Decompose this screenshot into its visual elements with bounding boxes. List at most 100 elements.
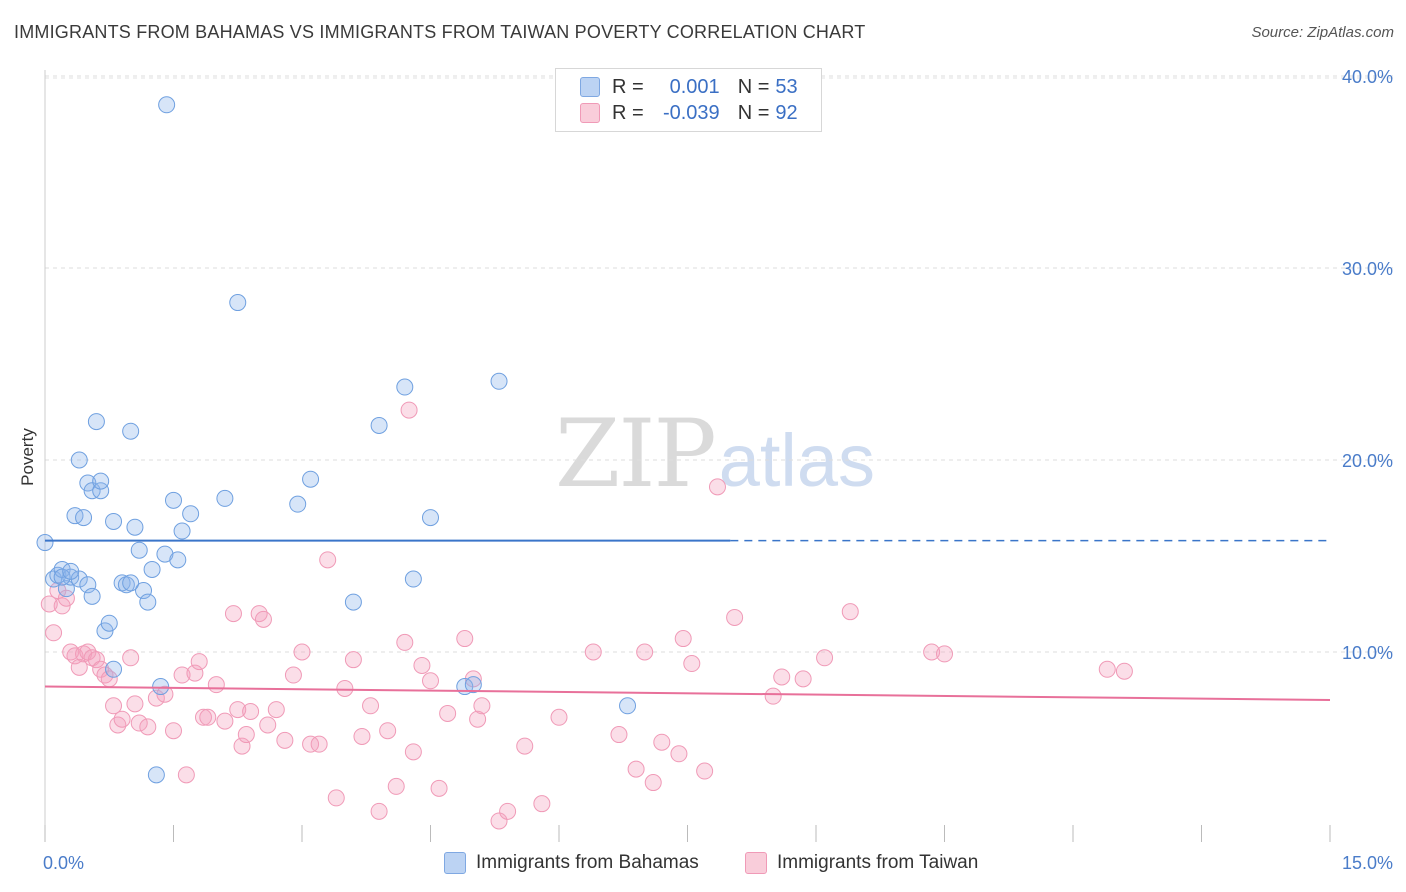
point-bahamas (83, 587, 101, 605)
legend-row-taiwan: R = -0.039 N = 92 (580, 101, 798, 125)
point-taiwan (177, 766, 195, 784)
point-taiwan (816, 649, 834, 667)
point-taiwan (653, 733, 671, 751)
point-taiwan (254, 610, 272, 628)
point-bahamas (139, 593, 157, 611)
point-bahamas (83, 482, 101, 500)
point-taiwan (674, 630, 692, 648)
point-bahamas (87, 413, 105, 431)
y-tick-label: 20.0% (1342, 451, 1393, 471)
point-taiwan (726, 608, 744, 626)
point-taiwan (207, 676, 225, 694)
point-taiwan (841, 603, 859, 621)
point-taiwan (327, 789, 345, 807)
point-bahamas (92, 482, 110, 500)
point-taiwan (683, 655, 701, 673)
point-bahamas (165, 491, 182, 509)
point-taiwan (156, 685, 174, 703)
point-taiwan (550, 708, 568, 726)
series-swatch-bahamas (444, 852, 466, 874)
point-taiwan (696, 762, 714, 780)
point-bahamas (344, 593, 362, 611)
point-bahamas (126, 518, 144, 536)
point-bahamas (62, 568, 80, 586)
correlation-legend: R = 0.001 N = 53 R = -0.039 N = 92 (555, 68, 822, 132)
point-taiwan (387, 777, 405, 795)
point-bahamas (464, 676, 482, 694)
point-bahamas (169, 551, 187, 569)
legend-swatch-taiwan (580, 103, 600, 123)
point-taiwan (456, 630, 474, 648)
point-taiwan (499, 802, 517, 820)
point-bahamas (147, 766, 165, 784)
x-tick-label: 15.0% (1342, 853, 1393, 873)
point-taiwan (627, 760, 645, 778)
point-taiwan (310, 735, 328, 753)
point-taiwan (302, 735, 320, 753)
y-tick-label: 30.0% (1342, 259, 1393, 279)
point-taiwan (45, 624, 63, 642)
point-taiwan (1115, 662, 1133, 680)
legend-row-bahamas: R = 0.001 N = 53 (580, 75, 798, 99)
point-bahamas (79, 474, 97, 492)
point-taiwan (53, 597, 71, 615)
point-taiwan (199, 708, 217, 726)
point-taiwan (404, 743, 422, 761)
point-taiwan (469, 710, 487, 728)
point-taiwan (216, 712, 234, 730)
point-bahamas (289, 495, 307, 513)
series-bahamas-points (36, 96, 637, 784)
legend-n-value: 53 (775, 75, 798, 98)
chart-title: IMMIGRANTS FROM BAHAMAS VS IMMIGRANTS FR… (14, 22, 866, 42)
point-taiwan (1098, 660, 1116, 678)
point-bahamas (404, 570, 422, 588)
point-bahamas (370, 416, 388, 434)
point-taiwan (473, 697, 491, 715)
series-taiwan-points (40, 401, 1133, 830)
point-bahamas (422, 509, 439, 527)
point-bahamas (53, 568, 71, 586)
point-taiwan (130, 714, 148, 732)
trend-lines (44, 539, 1331, 701)
point-bahamas (143, 560, 161, 578)
point-taiwan (413, 656, 431, 674)
point-taiwan (113, 710, 131, 728)
legend-r-value: -0.039 (662, 101, 720, 124)
axes (44, 70, 1331, 842)
point-taiwan (190, 653, 208, 671)
y-axis-title: Poverty (18, 428, 37, 486)
point-taiwan (70, 658, 88, 676)
legend-n-label: N = (737, 101, 770, 124)
point-bahamas (216, 489, 234, 507)
point-taiwan (319, 551, 337, 569)
point-taiwan (40, 595, 58, 613)
legend-r-label: R = (612, 101, 644, 124)
point-taiwan (173, 666, 191, 684)
point-bahamas (92, 472, 110, 490)
series-legend-label-taiwan: Immigrants from Taiwan (777, 852, 979, 873)
series-swatch-taiwan (745, 852, 767, 874)
point-taiwan (237, 726, 255, 744)
point-taiwan (764, 687, 782, 705)
point-taiwan (362, 697, 380, 715)
x-tick-labels: 0.0% 15.0% (43, 853, 1393, 873)
point-taiwan (353, 727, 371, 745)
point-taiwan (122, 649, 140, 667)
point-taiwan (165, 722, 182, 740)
point-taiwan (336, 679, 354, 697)
point-bahamas (62, 562, 80, 580)
point-taiwan (276, 731, 294, 749)
point-taiwan (284, 666, 302, 684)
point-taiwan (293, 643, 311, 661)
series-legend-label-bahamas: Immigrants from Bahamas (476, 852, 699, 873)
point-taiwan (439, 704, 457, 722)
point-taiwan (708, 478, 726, 496)
point-taiwan (422, 672, 439, 690)
point-bahamas (117, 576, 135, 594)
legend-r-value: 0.001 (669, 75, 720, 98)
point-taiwan (644, 774, 662, 792)
point-taiwan (379, 722, 397, 740)
point-taiwan (105, 697, 123, 715)
point-bahamas (66, 507, 84, 525)
point-bahamas (182, 505, 200, 523)
